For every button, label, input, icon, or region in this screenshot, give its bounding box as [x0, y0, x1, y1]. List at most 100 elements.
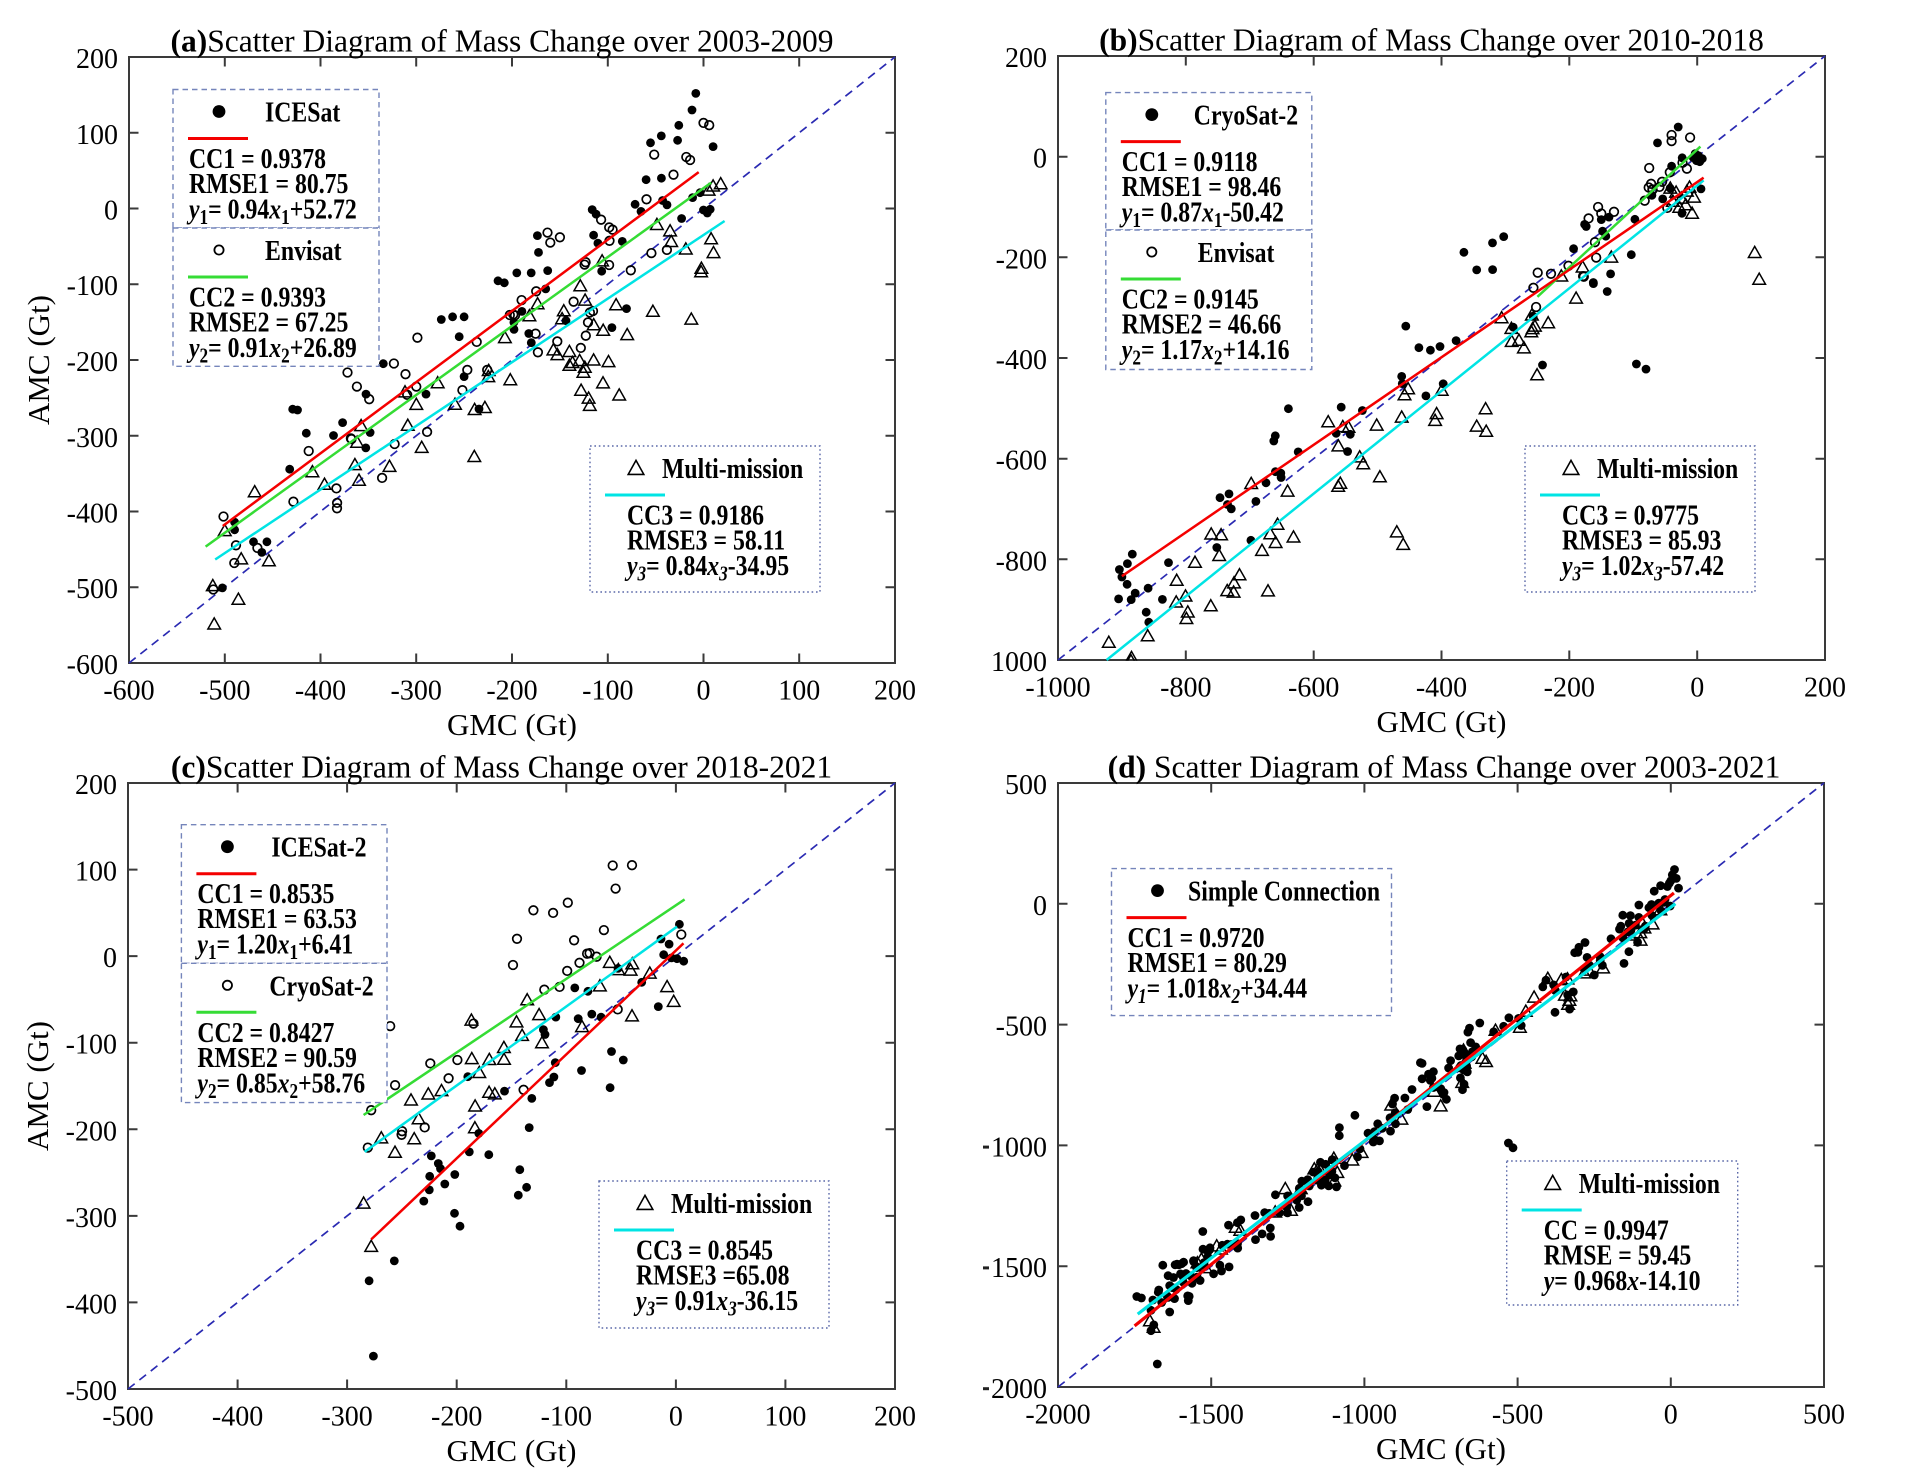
svg-text:y1= 1.20x1+6.41: y1= 1.20x1+6.41	[195, 927, 354, 965]
svg-text:CC1 = 0.9118: CC1 = 0.9118	[1122, 145, 1258, 178]
svg-text:RMSE2 = 90.59: RMSE2 = 90.59	[197, 1041, 356, 1074]
svg-text:CC3 = 0.9186: CC3 = 0.9186	[627, 498, 764, 531]
svg-text:-600: -600	[1288, 673, 1339, 704]
svg-text:-400: -400	[295, 676, 346, 707]
svg-text:200: 200	[76, 44, 118, 75]
svg-text:RMSE2 = 67.25: RMSE2 = 67.25	[189, 305, 348, 338]
svg-text:-500: -500	[67, 574, 118, 605]
svg-text:100: 100	[76, 120, 118, 151]
svg-text:-100: -100	[541, 1402, 592, 1433]
svg-text:200: 200	[1804, 673, 1846, 704]
svg-text:-200: -200	[431, 1402, 482, 1433]
svg-text:-200: -200	[66, 1116, 117, 1147]
svg-text:-500: -500	[66, 1376, 117, 1407]
svg-text:Simple Connection: Simple Connection	[1188, 874, 1380, 907]
svg-text:y1= 0.94x1+52.72: y1= 0.94x1+52.72	[186, 192, 356, 230]
svg-text:500: 500	[1005, 770, 1047, 801]
svg-text:CC1 = 0.8535: CC1 = 0.8535	[197, 877, 334, 910]
svg-text:(d) Scatter Diagram of Mass Ch: (d) Scatter Diagram of Mass Change over …	[1108, 750, 1781, 785]
svg-text:(b)Scatter Diagram of Mass Cha: (b)Scatter Diagram of Mass Change over 2…	[1099, 23, 1764, 58]
svg-text:GMC (Gt): GMC (Gt)	[1376, 1431, 1506, 1466]
svg-text:CC3 = 0.9775: CC3 = 0.9775	[1562, 498, 1699, 531]
svg-text:RMSE3 =65.08: RMSE3 =65.08	[636, 1258, 789, 1291]
svg-text:200: 200	[874, 676, 916, 707]
svg-text:0: 0	[104, 196, 118, 227]
svg-text:CryoSat-2: CryoSat-2	[269, 969, 373, 1002]
svg-text:ICESat: ICESat	[265, 95, 340, 128]
svg-text:CC2 = 0.9393: CC2 = 0.9393	[189, 280, 326, 313]
svg-text:0: 0	[1664, 1400, 1678, 1431]
svg-text:-200: -200	[1544, 673, 1595, 704]
svg-text:CC3 = 0.8545: CC3 = 0.8545	[636, 1233, 773, 1266]
svg-text:ICESat-2: ICESat-2	[271, 830, 366, 863]
svg-text:-400: -400	[1416, 673, 1467, 704]
svg-text:-300: -300	[67, 423, 118, 454]
svg-text:Envisat: Envisat	[1198, 236, 1275, 269]
svg-text:100: 100	[75, 857, 117, 888]
svg-text:-300: -300	[391, 676, 442, 707]
svg-text:RMSE3 = 85.93: RMSE3 = 85.93	[1562, 523, 1721, 556]
svg-text:-500: -500	[1492, 1400, 1543, 1431]
svg-text:100: 100	[778, 676, 820, 707]
svg-text:500: 500	[1803, 1400, 1845, 1431]
svg-text:RMSE1 = 80.29: RMSE1 = 80.29	[1128, 946, 1287, 979]
svg-text:200: 200	[75, 770, 117, 801]
svg-text:0: 0	[103, 943, 117, 974]
svg-text:RMSE1 = 80.75: RMSE1 = 80.75	[189, 167, 348, 200]
svg-text:y3= 0.84x3-34.95: y3= 0.84x3-34.95	[624, 549, 789, 587]
svg-text:-200: -200	[996, 244, 1047, 275]
svg-text:-300: -300	[321, 1402, 372, 1433]
svg-text:-1000: -1000	[1025, 673, 1090, 704]
svg-text:0: 0	[1033, 891, 1047, 922]
svg-text:-100: -100	[582, 676, 633, 707]
svg-text:0: 0	[1033, 144, 1047, 175]
svg-text:-200: -200	[67, 347, 118, 378]
svg-text:-800: -800	[996, 546, 1047, 577]
svg-text:-600: -600	[67, 650, 118, 681]
svg-text:-2000: -2000	[1025, 1400, 1090, 1431]
svg-text:-400: -400	[212, 1402, 263, 1433]
svg-text:CC2 = 0.8427: CC2 = 0.8427	[197, 1016, 334, 1049]
svg-text:y2= 0.85x2+58.76: y2= 0.85x2+58.76	[195, 1066, 365, 1104]
svg-text:2000: 2000	[991, 1374, 1047, 1405]
svg-text:-200: -200	[486, 676, 537, 707]
svg-text:200: 200	[874, 1402, 916, 1433]
svg-text:-600: -600	[103, 676, 154, 707]
svg-text:Multi-mission: Multi-mission	[1579, 1167, 1721, 1200]
svg-text:0: 0	[669, 1402, 683, 1433]
svg-text:-100: -100	[66, 1030, 117, 1061]
svg-text:y2= 1.17x2+14.16: y2= 1.17x2+14.16	[1119, 333, 1289, 371]
svg-text:-100: -100	[67, 271, 118, 302]
svg-text:CC1 = 0.9378: CC1 = 0.9378	[189, 142, 326, 175]
svg-text:-500: -500	[996, 1012, 1047, 1043]
svg-text:Envisat: Envisat	[265, 234, 342, 267]
svg-text:-400: -400	[67, 499, 118, 530]
svg-text:0: 0	[1690, 673, 1704, 704]
svg-text:CC2 = 0.9145: CC2 = 0.9145	[1122, 282, 1259, 315]
svg-text:-400: -400	[996, 345, 1047, 376]
svg-text:GMC (Gt): GMC (Gt)	[446, 1433, 576, 1468]
svg-text:(a)Scatter Diagram of Mass Cha: (a)Scatter Diagram of Mass Change over 2…	[170, 24, 833, 59]
svg-text:1500: 1500	[991, 1253, 1047, 1284]
svg-text:CC1 = 0.9720: CC1 = 0.9720	[1128, 921, 1265, 954]
svg-text:y2= 0.91x2+26.89: y2= 0.91x2+26.89	[186, 331, 356, 369]
svg-text:y= 0.968x-14.10: y= 0.968x-14.10	[1541, 1264, 1700, 1297]
svg-text:y1= 1.018x2+34.44: y1= 1.018x2+34.44	[1125, 971, 1307, 1009]
svg-text:Multi-mission: Multi-mission	[662, 452, 804, 485]
svg-text:-400: -400	[66, 1289, 117, 1320]
svg-text:-300: -300	[66, 1203, 117, 1234]
svg-text:Multi-mission: Multi-mission	[1597, 452, 1739, 485]
svg-text:0: 0	[697, 676, 711, 707]
svg-text:1000: 1000	[991, 647, 1047, 678]
svg-text:y3= 1.02x3-57.42: y3= 1.02x3-57.42	[1559, 549, 1724, 587]
svg-text:CryoSat-2: CryoSat-2	[1194, 98, 1298, 131]
svg-text:100: 100	[764, 1402, 806, 1433]
svg-text:RMSE2 = 46.66: RMSE2 = 46.66	[1122, 307, 1281, 340]
svg-text:-600: -600	[996, 446, 1047, 477]
svg-text:Multi-mission: Multi-mission	[671, 1187, 813, 1220]
svg-text:GMC (Gt): GMC (Gt)	[447, 707, 577, 742]
svg-text:-500: -500	[199, 676, 250, 707]
svg-text:RMSE3 = 58.11: RMSE3 = 58.11	[627, 523, 785, 556]
svg-text:(c)Scatter Diagram of Mass Cha: (c)Scatter Diagram of Mass Change over 2…	[171, 750, 832, 785]
svg-text:200: 200	[1005, 43, 1047, 74]
